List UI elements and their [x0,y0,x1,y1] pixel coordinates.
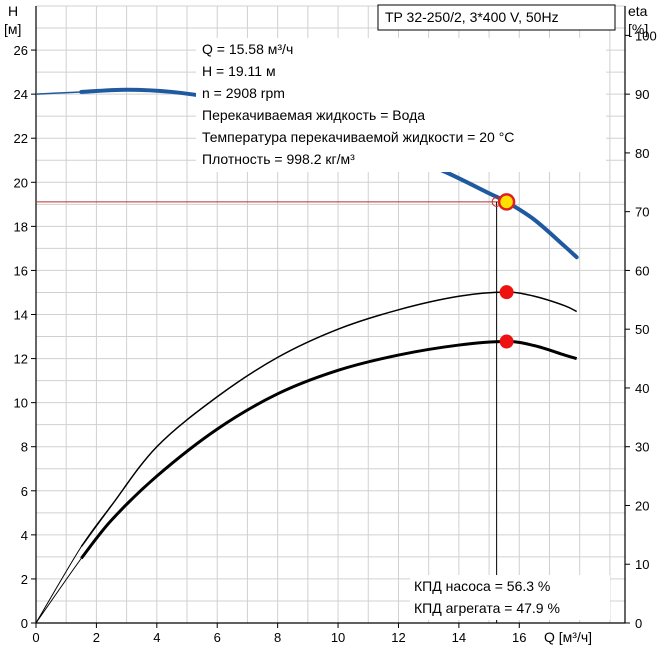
right-tick-label: 80 [635,146,649,161]
left-tick-label: 16 [14,263,28,278]
duty-markers [36,193,516,623]
right-tick-label: 10 [635,557,649,572]
series-line-eta-pump-lead [35,505,112,624]
x-tick-label: 10 [331,630,345,645]
info-line-density: Плотность = 998.2 кг/м³ [202,151,355,167]
info-line-temperature: Температура перекачиваемой жидкости = 20… [202,129,514,145]
efficiency-unit-text: КПД агрегата = 47.9 % [414,600,560,616]
series-line-head-lead [35,91,82,95]
x-tick-label: 2 [93,630,100,645]
right-tick-label: 40 [635,381,649,396]
series-line-eta-unit [80,340,578,560]
left-tick-label: 2 [21,572,28,587]
right-axis-unit: [%] [628,21,648,37]
left-tick-label: 4 [21,528,28,543]
left-tick-label: 10 [14,396,28,411]
chart-title: TP 32-250/2, 3*400 V, 50Hz [385,9,559,25]
info-line-liquid: Перекачиваемая жидкость = Вода [202,107,425,123]
left-tick-label: 12 [14,352,28,367]
left-tick-label: 24 [14,87,28,102]
left-tick-label: 6 [21,484,28,499]
info-line-q: Q = 15.58 м³/ч [202,41,293,57]
right-tick-label: 0 [635,616,642,631]
left-tick-label: 22 [14,131,28,146]
right-tick-label: 100 [635,28,657,43]
left-tick-label: 14 [14,308,28,323]
duty-point-head-marker [497,193,516,211]
left-tick-label: 8 [21,440,28,455]
right-tick-label: 50 [635,322,649,337]
left-axis-unit: [м] [4,21,21,37]
right-tick-label: 90 [635,87,649,102]
info-background [196,38,606,172]
x-tick-label: 12 [391,630,405,645]
duty-point-eta-pump-marker [499,285,514,300]
x-tick-label: 14 [452,630,466,645]
x-tick-label: 16 [512,630,526,645]
left-tick-label: 26 [14,43,28,58]
left-axis-label: H [8,3,18,19]
info-line-n: n = 2908 rpm [202,85,285,101]
duty-point-eta-unit-marker [499,334,514,349]
x-axis-label: Q [м³/ч] [544,629,592,645]
title-box [377,4,616,31]
efficiency-background [410,575,610,620]
x-tick-label: 4 [153,630,160,645]
x-tick-label: 6 [214,630,221,645]
axes: 0246810121416182022242601020304050607080… [14,6,657,645]
left-tick-label: 20 [14,175,28,190]
x-tick-label: 0 [32,630,39,645]
right-tick-label: 60 [635,263,649,278]
right-tick-label: 20 [635,498,649,513]
x-tick-label: 8 [274,630,281,645]
right-axis-label: eta [628,3,648,19]
efficiency-pump-text: КПД насоса = 56.3 % [414,578,550,594]
series-line-eta-pump [80,291,578,548]
info-line-h: H = 19.11 м [202,63,276,79]
right-tick-label: 70 [635,205,649,220]
left-tick-label: 18 [14,219,28,234]
efficiency-block: КПД насоса = 56.3 % КПД агрегата = 47.9 … [410,575,610,620]
left-tick-label: 0 [21,616,28,631]
info-block: Q = 15.58 м³/ч H = 19.11 м n = 2908 rpm … [196,38,606,172]
right-tick-label: 30 [635,440,649,455]
